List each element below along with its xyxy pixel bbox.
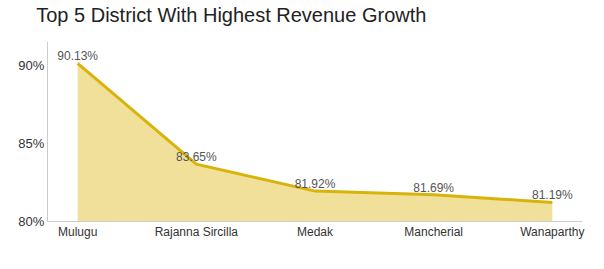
svg-text:Mulugu: Mulugu: [58, 225, 97, 239]
svg-text:90%: 90%: [18, 58, 44, 73]
svg-text:Medak: Medak: [297, 225, 334, 239]
svg-text:83.65%: 83.65%: [176, 150, 217, 164]
svg-text:Mancherial: Mancherial: [404, 225, 463, 239]
svg-text:Top 5 District With Highest Re: Top 5 District With Highest Revenue Grow…: [36, 4, 426, 26]
svg-text:81.69%: 81.69%: [413, 181, 454, 195]
svg-text:80%: 80%: [18, 214, 44, 229]
svg-text:Wanaparthy: Wanaparthy: [520, 225, 584, 239]
svg-text:81.92%: 81.92%: [295, 177, 336, 191]
svg-text:81.19%: 81.19%: [532, 188, 573, 202]
svg-text:90.13%: 90.13%: [57, 49, 98, 63]
svg-text:85%: 85%: [18, 136, 44, 151]
svg-text:Rajanna Sircilla: Rajanna Sircilla: [155, 225, 239, 239]
